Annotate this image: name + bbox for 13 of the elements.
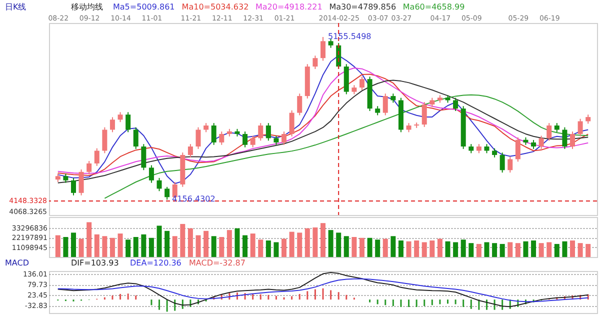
chart-title: MACD bbox=[5, 258, 29, 268]
text: MACD=-32.87 bbox=[189, 258, 246, 268]
text: DEA=120.36 bbox=[130, 258, 182, 268]
text: Ma30=4789.856 bbox=[329, 2, 396, 12]
annotation: 4156.4302 bbox=[172, 194, 216, 204]
text: Ma60=4658.99 bbox=[402, 2, 465, 12]
text: Ma10=5034.632 bbox=[182, 2, 249, 12]
annotation: 5155.5498 bbox=[328, 32, 372, 41]
chart-title: 日K线 bbox=[5, 2, 26, 12]
text: Ma5=5009.861 bbox=[113, 2, 175, 12]
text: Ma20=4918.221 bbox=[256, 2, 322, 12]
legend-title: 移动均线 bbox=[71, 2, 103, 12]
text: DIF=103.93 bbox=[71, 258, 119, 268]
